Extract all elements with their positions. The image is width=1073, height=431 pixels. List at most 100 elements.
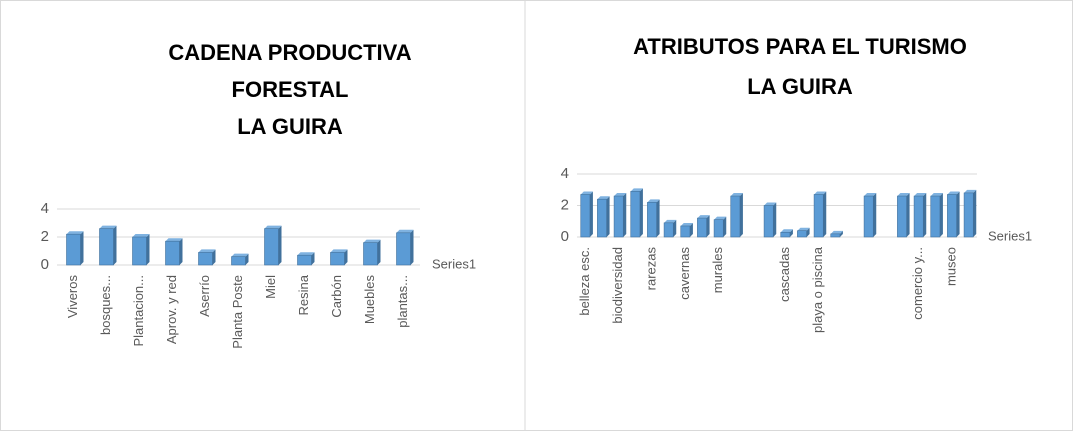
bar-side xyxy=(639,188,643,237)
bar-top xyxy=(396,229,414,233)
bar-top xyxy=(680,222,693,226)
x-tick-label: biodiversidad xyxy=(610,247,625,324)
bar xyxy=(264,228,279,266)
x-tick-label: cascadas xyxy=(777,247,792,302)
x-tick-label: Miel xyxy=(263,275,278,299)
x-tick-label: murales xyxy=(710,247,725,294)
bar-top xyxy=(165,238,183,242)
bar-top xyxy=(597,196,610,200)
x-tick-label: Planta Poste xyxy=(230,275,245,349)
bar-top xyxy=(780,229,793,233)
bar-top xyxy=(964,189,977,193)
bar xyxy=(99,228,114,266)
bar-top xyxy=(297,252,315,256)
bar xyxy=(231,256,246,266)
chart-title: CADENA PRODUCTIVA xyxy=(168,40,411,65)
bar-side xyxy=(739,193,743,237)
bar xyxy=(647,202,657,238)
bar-side xyxy=(906,193,910,237)
bar-side xyxy=(839,230,843,237)
bar-side xyxy=(113,225,117,265)
bar-top xyxy=(664,219,677,223)
bar xyxy=(330,252,345,266)
bar-side xyxy=(923,193,927,237)
bar-side xyxy=(80,231,84,265)
bar-side xyxy=(823,191,827,237)
bar-side xyxy=(773,202,777,237)
y-tick-label: 2 xyxy=(561,196,569,213)
y-tick-label: 2 xyxy=(41,228,49,245)
bar-side xyxy=(606,196,610,237)
bar-side xyxy=(956,191,960,237)
legend-label: Series1 xyxy=(432,256,476,271)
x-tick-label: Plantacion... xyxy=(131,275,146,347)
bar-side xyxy=(377,239,381,265)
bar-side xyxy=(723,216,727,237)
bar-top xyxy=(814,191,827,195)
bar xyxy=(797,230,807,238)
bar-top xyxy=(330,249,348,253)
bar xyxy=(730,195,741,238)
bar xyxy=(680,225,691,238)
bar-top xyxy=(231,253,249,257)
bar-top xyxy=(614,193,627,197)
bar xyxy=(897,195,907,238)
y-tick-label: 4 xyxy=(41,200,49,217)
x-tick-label: Viveros xyxy=(65,275,80,319)
bar xyxy=(132,236,147,266)
bar xyxy=(297,254,312,266)
bar-top xyxy=(764,202,777,206)
bar xyxy=(165,240,180,266)
bar xyxy=(913,195,924,238)
x-tick-label: plantas... xyxy=(395,275,410,328)
bar xyxy=(713,219,724,238)
bar xyxy=(198,252,213,266)
bar-side xyxy=(656,199,660,237)
bar-side xyxy=(311,252,315,265)
x-tick-label: bosques... xyxy=(98,275,113,335)
bar-top xyxy=(580,191,593,195)
bar xyxy=(780,231,791,238)
legend-label: Series1 xyxy=(988,228,1032,243)
bar xyxy=(863,195,874,238)
chart-title: ATRIBUTOS PARA EL TURISMO xyxy=(633,34,967,59)
bar xyxy=(830,233,841,238)
chart-title: LA GUIRA xyxy=(747,74,853,99)
x-tick-label: Carbón xyxy=(329,275,344,318)
bar-side xyxy=(179,238,183,265)
x-tick-label: rarezas xyxy=(643,247,658,291)
bar-side xyxy=(623,193,627,237)
x-tick-label: Muebles xyxy=(362,275,377,325)
bar-side xyxy=(212,249,216,265)
bar xyxy=(66,233,81,266)
bar xyxy=(930,195,941,238)
bar xyxy=(763,205,774,238)
bar-side xyxy=(706,215,710,237)
y-tick-label: 0 xyxy=(41,256,49,273)
bar-top xyxy=(864,193,877,197)
x-tick-label: belleza esc. xyxy=(577,247,592,316)
x-tick-label: Aprov. y red xyxy=(164,275,179,344)
bar xyxy=(663,222,674,238)
bar xyxy=(363,242,378,266)
x-tick-label: Resina xyxy=(296,274,311,315)
chart-title: LA GUIRA xyxy=(237,114,343,139)
bar xyxy=(697,217,707,238)
x-tick-label: Aserrío xyxy=(197,275,212,317)
bar-top xyxy=(198,249,216,253)
bar xyxy=(597,198,607,238)
bar-top xyxy=(647,199,660,203)
bar-side xyxy=(689,222,693,237)
bar xyxy=(613,195,624,238)
bar-top xyxy=(132,234,150,237)
bar xyxy=(630,191,641,238)
bar-side xyxy=(146,234,150,265)
bar-side xyxy=(973,189,977,237)
bar-side xyxy=(939,193,943,237)
bar-side xyxy=(873,193,877,237)
bar-top xyxy=(830,230,843,234)
y-tick-label: 0 xyxy=(561,228,569,245)
bar-side xyxy=(589,191,593,237)
